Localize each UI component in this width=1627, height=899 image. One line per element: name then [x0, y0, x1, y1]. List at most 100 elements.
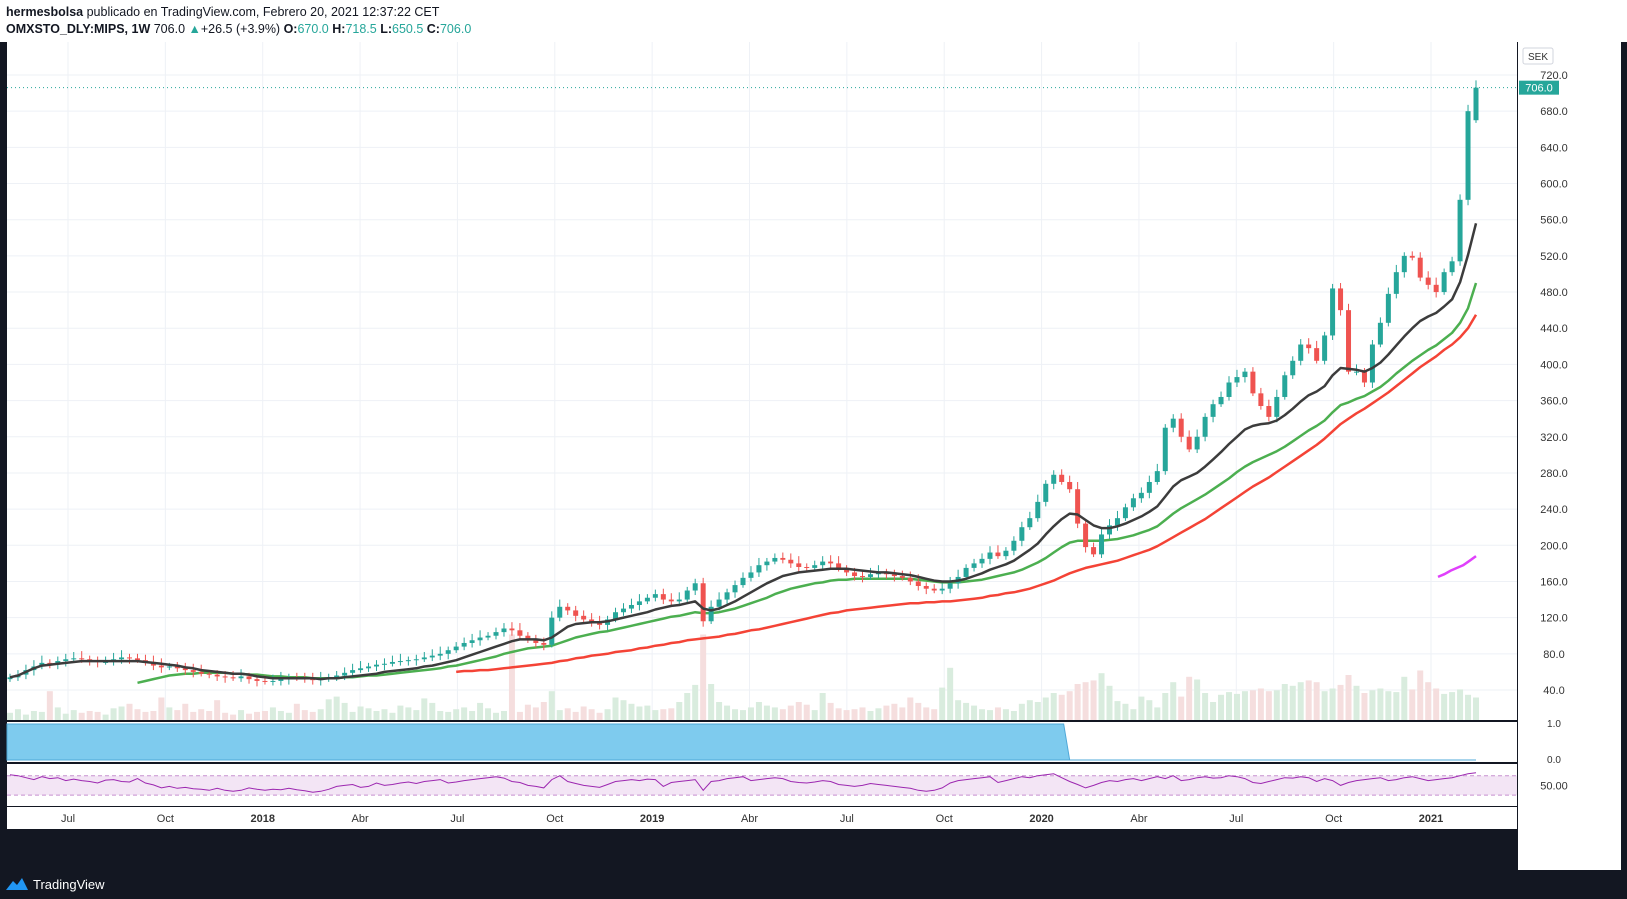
volume-bar [246, 713, 253, 720]
candle-body [1138, 492, 1144, 499]
candle-body [636, 601, 642, 605]
volume-bar [1257, 688, 1264, 720]
candle-body [557, 606, 563, 618]
candle-body [1393, 272, 1399, 294]
candle-body [429, 655, 435, 658]
candle-body [1003, 550, 1009, 557]
volume-bar [1154, 707, 1161, 720]
candle-body [652, 594, 658, 598]
price-axis-bg [1518, 42, 1621, 870]
volume-bar [532, 707, 539, 720]
volume-bar [963, 702, 970, 720]
candle-body [310, 679, 316, 681]
volume-bar [803, 704, 810, 720]
volume-bar [277, 711, 284, 720]
candle-body [413, 659, 419, 661]
candle-body [461, 642, 467, 647]
candle-body [1457, 199, 1463, 262]
candle-body [1083, 523, 1089, 548]
candle-body [963, 567, 969, 577]
volume-bar [859, 707, 866, 720]
volume-bar [301, 710, 308, 720]
volume-bar [771, 707, 778, 720]
candle-body [852, 572, 858, 577]
volume-bar [142, 711, 149, 720]
low-value: 650.5 [392, 22, 424, 36]
candle-body [565, 606, 571, 611]
candle-body [796, 563, 802, 567]
candle-body [1417, 257, 1423, 278]
candle-body [493, 632, 499, 636]
volume-bar [365, 708, 372, 720]
rsi-tick-label: 50.00 [1540, 780, 1568, 792]
symbol-name[interactable]: OMXSTO_DLY:MIPS, 1W [6, 22, 151, 36]
candle-body [692, 583, 698, 591]
candle-body [1154, 471, 1160, 482]
candle-body [1473, 87, 1479, 121]
candle-body [628, 604, 634, 609]
candle-body [724, 592, 730, 600]
volume-bar [1409, 689, 1416, 720]
candle-body [1146, 481, 1152, 493]
volume-bar [182, 703, 189, 720]
volume-bar [1329, 688, 1336, 720]
candle-body [397, 661, 403, 663]
volume-bar [86, 711, 93, 720]
candle-body [1385, 293, 1391, 323]
candle-body [549, 617, 555, 645]
candle-body [501, 628, 507, 633]
volume-bar [843, 710, 850, 720]
volume-bar [899, 707, 906, 720]
y-tick-label: 520.0 [1540, 251, 1568, 263]
tradingview-logo-icon[interactable] [6, 876, 28, 890]
volume-bar [1138, 696, 1145, 720]
volume-bar [795, 702, 802, 720]
y-tick-label: 280.0 [1540, 468, 1568, 480]
candle-body [987, 552, 993, 559]
y-tick-label: 640.0 [1540, 142, 1568, 154]
candle-body [581, 615, 587, 620]
volume-bar [923, 707, 930, 720]
candle-body [613, 612, 619, 620]
candle-body [995, 552, 1001, 557]
volume-bar [230, 714, 237, 720]
cyan-tick-label: 1.0 [1547, 719, 1561, 730]
candle-body [374, 664, 379, 667]
volume-bar [548, 691, 555, 720]
author-name[interactable]: hermesbolsa [6, 5, 84, 19]
volume-bar [652, 710, 659, 720]
x-tick-label: 2020 [1029, 813, 1053, 825]
volume-bar [126, 703, 133, 720]
candle-body [238, 676, 244, 679]
candle-body [1202, 416, 1208, 437]
volume-bar [1353, 685, 1360, 720]
volume-bar [1441, 693, 1448, 720]
candle-body [119, 657, 125, 660]
candle-body [1322, 335, 1328, 361]
volume-bar [620, 700, 627, 720]
volume-bar [660, 709, 667, 720]
candle-body [644, 597, 650, 602]
y-tick-label: 160.0 [1540, 576, 1568, 588]
volume-bar [222, 712, 229, 720]
candle-body [525, 635, 531, 640]
volume-bar [1018, 703, 1025, 720]
volume-bar [134, 709, 141, 720]
volume-bar [556, 710, 563, 720]
candle-body [1250, 371, 1256, 394]
volume-bar [1313, 682, 1320, 720]
x-tick-label: Oct [936, 813, 953, 825]
candle-body [134, 658, 140, 661]
volume-bar [588, 709, 595, 720]
volume-bar [238, 710, 245, 720]
volume-bar [198, 709, 205, 720]
volume-bar [453, 709, 460, 720]
chart-svg[interactable]: 720.0 680.0 640.0 600.0 560.0 520.0 480.0 440.0… [0, 0, 1627, 870]
candle-body [1441, 272, 1447, 293]
volume-bar [851, 709, 858, 720]
y-tick-label: 680.0 [1540, 106, 1568, 118]
volume-bar [1297, 682, 1304, 720]
volume-bar [692, 684, 699, 720]
candle-body [517, 630, 523, 636]
tradingview-brand[interactable]: TradingView [33, 877, 105, 892]
